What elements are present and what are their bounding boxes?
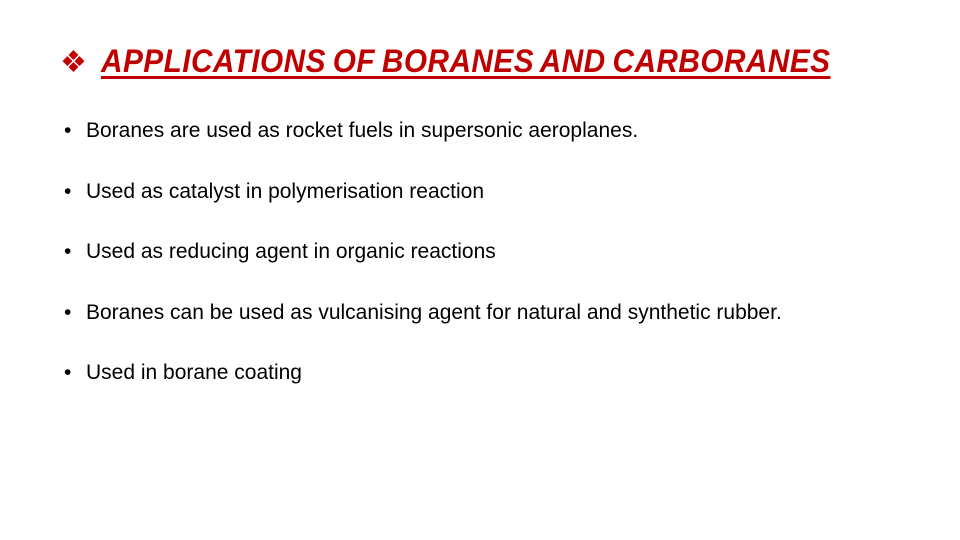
list-item: Used as catalyst in polymerisation react… (86, 176, 900, 209)
slide-title: APPLICATIONS OF BORANES AND CARBORANES (101, 44, 830, 79)
diamond-bullet-icon: ❖ (60, 48, 87, 78)
list-item: Used in borane coating (86, 357, 900, 390)
bullet-list: Boranes are used as rocket fuels in supe… (60, 115, 900, 390)
slide: ❖ APPLICATIONS OF BORANES AND CARBORANES… (0, 0, 960, 540)
list-item: Used as reducing agent in organic reacti… (86, 236, 900, 269)
list-item: Boranes are used as rocket fuels in supe… (86, 115, 900, 148)
title-row: ❖ APPLICATIONS OF BORANES AND CARBORANES (60, 44, 900, 79)
list-item: Boranes can be used as vulcanising agent… (86, 297, 900, 330)
